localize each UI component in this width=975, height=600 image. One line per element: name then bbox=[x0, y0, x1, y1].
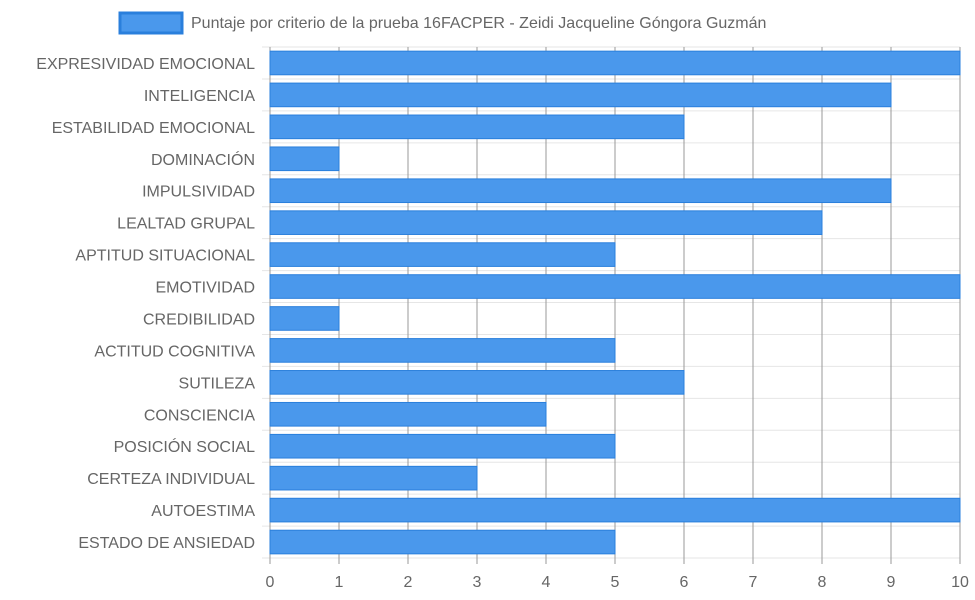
bar[interactable] bbox=[269, 50, 961, 76]
category-label: POSICIÓN SOCIAL bbox=[114, 437, 255, 456]
x-tick-label: 1 bbox=[335, 574, 344, 591]
x-tick-label: 0 bbox=[266, 574, 275, 591]
category-label: ACTITUD COGNITIVA bbox=[94, 343, 255, 360]
category-label: CERTEZA INDIVIDUAL bbox=[87, 471, 255, 488]
category-gridlines bbox=[262, 46, 960, 559]
category-label: ESTABILIDAD EMOCIONAL bbox=[52, 120, 255, 137]
x-tick-label: 5 bbox=[611, 574, 620, 591]
bar[interactable] bbox=[269, 82, 892, 108]
category-label: EXPRESIVIDAD EMOCIONAL bbox=[36, 56, 255, 73]
x-tick-label: 9 bbox=[887, 574, 896, 591]
category-label: CONSCIENCIA bbox=[144, 407, 255, 424]
bar[interactable] bbox=[269, 242, 616, 267]
bar[interactable] bbox=[269, 370, 685, 395]
category-label: LEALTAD GRUPAL bbox=[117, 216, 255, 233]
bar[interactable] bbox=[269, 146, 340, 172]
category-label: SUTILEZA bbox=[179, 375, 256, 392]
x-tick-label: 10 bbox=[951, 574, 969, 591]
bar[interactable] bbox=[269, 338, 616, 363]
x-tick-label: 7 bbox=[749, 574, 758, 591]
x-tick-label: 8 bbox=[818, 574, 827, 591]
legend-swatch bbox=[118, 11, 184, 35]
category-labels: EXPRESIVIDAD EMOCIONAL INTELIGENCIA ESTABI… bbox=[36, 56, 255, 552]
category-label: INTELIGENCIA bbox=[144, 88, 255, 105]
x-axis-ticks: 0 1 2 3 4 5 6 7 8 9 10 bbox=[266, 574, 969, 591]
category-label: ESTADO DE ANSIEDAD bbox=[78, 535, 255, 552]
bar[interactable] bbox=[269, 178, 892, 204]
bar[interactable] bbox=[269, 529, 616, 555]
bars bbox=[269, 50, 961, 555]
bar[interactable] bbox=[269, 274, 961, 299]
bar[interactable] bbox=[269, 401, 547, 427]
x-tick-label: 2 bbox=[404, 574, 413, 591]
bar[interactable] bbox=[269, 465, 478, 491]
category-label: EMOTIVIDAD bbox=[155, 280, 255, 297]
category-label: APTITUD SITUACIONAL bbox=[75, 248, 255, 265]
category-label: AUTOESTIMA bbox=[151, 503, 255, 520]
bar[interactable] bbox=[269, 114, 685, 140]
bar[interactable] bbox=[269, 497, 961, 523]
x-tick-label: 6 bbox=[680, 574, 689, 591]
legend[interactable]: Puntaje por criterio de la prueba 16FACP… bbox=[118, 11, 766, 35]
x-tick-label: 3 bbox=[473, 574, 482, 591]
category-label: DOMINACIÓN bbox=[151, 150, 255, 169]
bar[interactable] bbox=[269, 433, 616, 459]
category-label: CREDIBILIDAD bbox=[143, 311, 255, 328]
legend-label: Puntaje por criterio de la prueba 16FACP… bbox=[191, 15, 766, 32]
bar[interactable] bbox=[269, 210, 823, 235]
x-tick-label: 4 bbox=[542, 574, 551, 591]
bar[interactable] bbox=[269, 306, 340, 331]
category-label: IMPULSIVIDAD bbox=[142, 184, 255, 201]
